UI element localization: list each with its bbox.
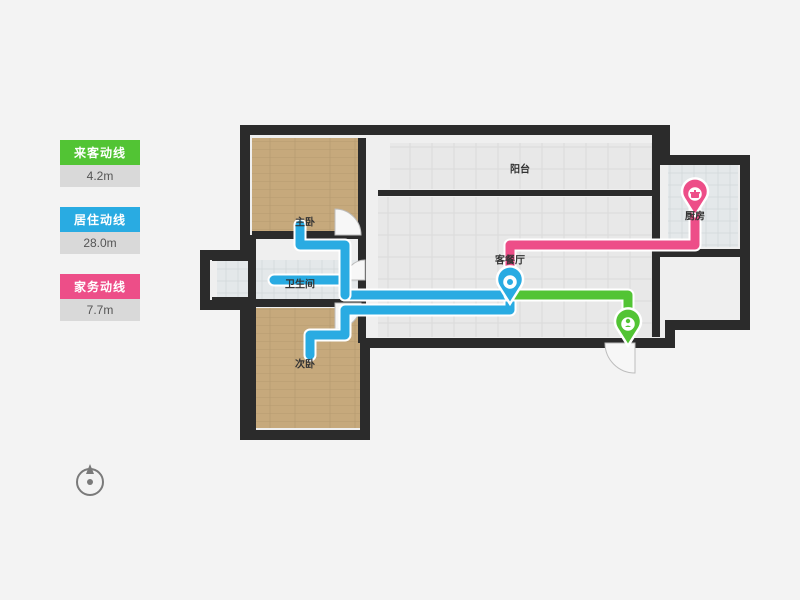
node-label-kitchen: 厨房 bbox=[685, 210, 705, 223]
room-kitchen bbox=[668, 165, 738, 247]
legend-item-guest: 来客动线 4.2m bbox=[60, 140, 140, 187]
legend-value: 4.2m bbox=[60, 165, 140, 187]
floorplan-diagram: 阳台主卧卫生间次卧 客餐厅 厨房 bbox=[190, 125, 770, 465]
room-label-master: 主卧 bbox=[295, 216, 315, 229]
legend-value: 28.0m bbox=[60, 232, 140, 254]
legend-title: 家务动线 bbox=[60, 274, 140, 299]
legend-item-living: 居住动线 28.0m bbox=[60, 207, 140, 254]
node-label-center: 客餐厅 bbox=[494, 254, 525, 267]
node-kitchen: 厨房 bbox=[682, 178, 708, 222]
floorplan-canvas: 来客动线 4.2m 居住动线 28.0m 家务动线 7.7m bbox=[0, 0, 800, 600]
legend-value: 7.7m bbox=[60, 299, 140, 321]
legend-item-chore: 家务动线 7.7m bbox=[60, 274, 140, 321]
compass-icon bbox=[70, 460, 110, 500]
room-label-second: 次卧 bbox=[295, 358, 315, 371]
legend-title: 来客动线 bbox=[60, 140, 140, 165]
room-label-balcony: 阳台 bbox=[510, 163, 530, 176]
room-label-bath: 卫生间 bbox=[285, 278, 315, 291]
door-arc bbox=[605, 343, 635, 373]
legend: 来客动线 4.2m 居住动线 28.0m 家务动线 7.7m bbox=[60, 140, 140, 341]
legend-title: 居住动线 bbox=[60, 207, 140, 232]
